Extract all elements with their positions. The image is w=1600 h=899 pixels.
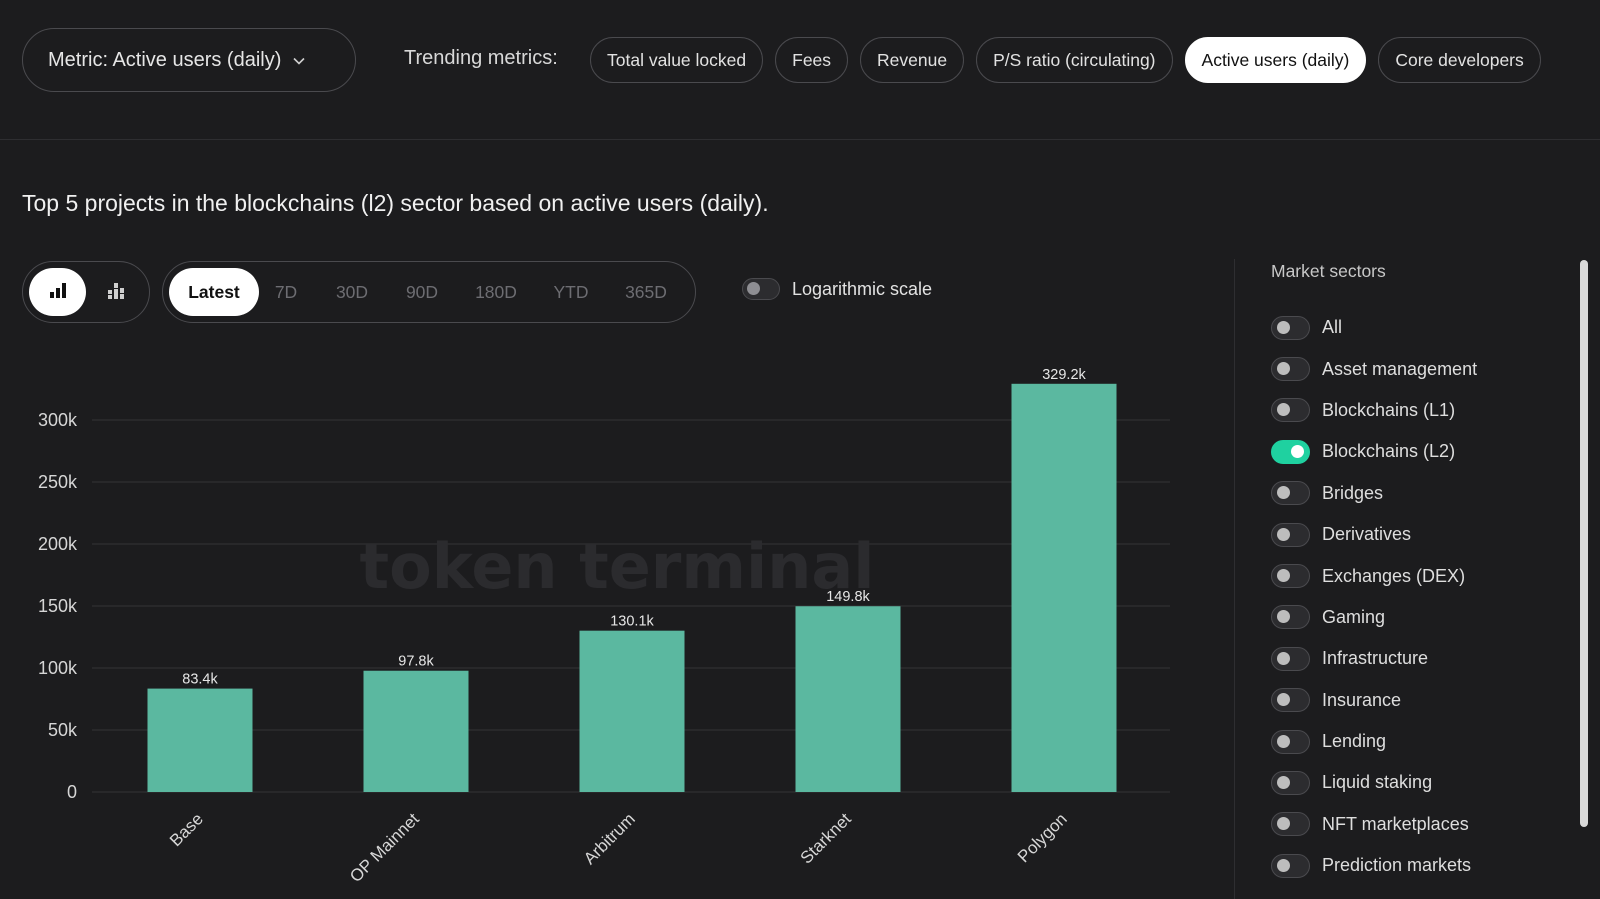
metric-select[interactable]: Metric: Active users (daily): [22, 28, 356, 92]
sector-label: Lending: [1322, 731, 1387, 752]
sector-label: Liquid staking: [1322, 772, 1433, 793]
stacked-bar-chart-button[interactable]: [87, 268, 144, 316]
range-365d[interactable]: 365D: [625, 281, 667, 302]
sector-label: Blockchains (L2): [1322, 441, 1456, 462]
sector-item-prediction-markets[interactable]: Prediction markets: [1271, 845, 1477, 886]
range-7d[interactable]: 7D: [274, 281, 298, 302]
sector-toggle-all[interactable]: [1271, 315, 1310, 340]
sector-toggle-prediction-markets[interactable]: [1271, 853, 1310, 878]
y-tick-label: 250k: [38, 472, 78, 492]
sector-item-blockchains-l1[interactable]: Blockchains (L1): [1271, 390, 1477, 431]
sector-label: Gaming: [1322, 606, 1386, 627]
range-latest[interactable]: Latest: [169, 268, 259, 316]
trending-pill-total-value-locked[interactable]: Total value locked: [590, 37, 764, 83]
bar-value-label: 130.1k: [610, 614, 654, 630]
range-30d[interactable]: 30D: [335, 281, 369, 302]
trending-metrics-label: Trending metrics:: [404, 47, 558, 69]
bar-chart-icon: [49, 282, 67, 303]
sector-toggle-lending[interactable]: [1271, 729, 1310, 754]
market-sectors-panel: Market sectors All Asset management Blockc…: [1234, 259, 1584, 899]
y-tick-label: 100k: [38, 658, 78, 678]
sector-item-asset-management[interactable]: Asset management: [1271, 348, 1477, 389]
stacked-bar-chart-icon: [107, 281, 125, 304]
sector-item-gaming[interactable]: Gaming: [1271, 597, 1477, 638]
sector-label: Prediction markets: [1322, 855, 1472, 876]
bar-value-label: 149.8k: [826, 589, 870, 605]
y-tick-label: 150k: [38, 596, 78, 616]
sector-item-blockchains-l2[interactable]: Blockchains (L2): [1271, 431, 1477, 472]
sector-toggle-liquid-staking[interactable]: [1271, 770, 1310, 795]
bar-value-label: 97.8k: [398, 654, 434, 670]
x-tick-label: OP Mainnet: [346, 809, 423, 886]
trending-pills: Total value locked Fees Revenue P/S rati…: [590, 37, 1541, 83]
log-scale-toggle[interactable]: Logarithmic scale: [742, 278, 932, 300]
sector-item-lending[interactable]: Lending: [1271, 721, 1477, 762]
y-tick-label: 50k: [48, 720, 78, 740]
sector-toggle-nft-marketplaces[interactable]: [1271, 812, 1310, 837]
bar: [147, 688, 253, 792]
sector-item-insurance[interactable]: Insurance: [1271, 680, 1477, 721]
trending-pill-fees[interactable]: Fees: [775, 37, 849, 83]
x-tick-label: Starknet: [797, 809, 855, 867]
sector-toggle-insurance[interactable]: [1271, 688, 1310, 713]
sector-label: Infrastructure: [1322, 648, 1429, 669]
bar: [795, 606, 901, 792]
x-tick-label: Base: [166, 809, 207, 850]
sector-label: Exchanges (DEX): [1322, 565, 1466, 586]
sector-list: All Asset management Blockchains (L1) Block…: [1271, 307, 1477, 886]
page-headline: Top 5 projects in the blockchains (l2) s…: [22, 190, 769, 216]
sector-item-liquid-staking[interactable]: Liquid staking: [1271, 762, 1477, 803]
sector-label: NFT marketplaces: [1322, 813, 1469, 834]
sector-item-exchanges-dex[interactable]: Exchanges (DEX): [1271, 555, 1477, 596]
sector-label: Derivatives: [1322, 524, 1412, 545]
sector-item-infrastructure[interactable]: Infrastructure: [1271, 638, 1477, 679]
trending-pill-core-developers[interactable]: Core developers: [1378, 37, 1541, 83]
sidebar-scrollbar[interactable]: [1580, 260, 1588, 827]
sector-toggle-asset-management[interactable]: [1271, 357, 1310, 382]
bar-chart-button[interactable]: [29, 268, 86, 316]
x-tick-label: Polygon: [1014, 809, 1071, 866]
sector-toggle-infrastructure[interactable]: [1271, 646, 1310, 671]
sector-label: Blockchains (L1): [1322, 399, 1456, 420]
top-bar: Metric: Active users (daily) Trending me…: [0, 0, 1600, 140]
log-scale-switch[interactable]: [742, 278, 780, 300]
sector-toggle-gaming[interactable]: [1271, 605, 1310, 630]
y-tick-label: 300k: [38, 410, 78, 430]
sector-toggle-blockchains-l2[interactable]: [1271, 439, 1310, 464]
range-ytd[interactable]: YTD: [553, 281, 589, 302]
bar: [579, 630, 685, 792]
chevron-down-icon: [293, 53, 305, 68]
log-scale-label: Logarithmic scale: [792, 278, 933, 299]
sector-item-bridges[interactable]: Bridges: [1271, 473, 1477, 514]
time-range-selector: Latest 7D 30D 90D 180D YTD 365D: [162, 261, 696, 323]
sector-toggle-bridges[interactable]: [1271, 481, 1310, 506]
trending-pill-revenue[interactable]: Revenue: [860, 37, 965, 83]
bar-chart: 0 50k 100k 150k 200k 250k 300k token terminal 83…: [38, 367, 1170, 886]
sector-label: Bridges: [1322, 482, 1384, 503]
range-180d[interactable]: 180D: [475, 281, 517, 302]
sector-label: Insurance: [1322, 689, 1402, 710]
watermark-logo: token terminal: [360, 530, 875, 603]
sector-toggle-derivatives[interactable]: [1271, 522, 1310, 547]
bar: [1011, 383, 1117, 792]
bar: [363, 670, 469, 792]
bar-value-label: 329.2k: [1042, 367, 1086, 383]
sector-item-nft-marketplaces[interactable]: NFT marketplaces: [1271, 804, 1477, 845]
metric-select-label: Metric: Active users (daily): [48, 48, 282, 71]
sector-label: All: [1322, 317, 1343, 338]
chart-type-toggle: [22, 261, 150, 323]
sector-item-all[interactable]: All: [1271, 307, 1477, 348]
sector-toggle-blockchains-l1[interactable]: [1271, 398, 1310, 423]
trending-pill-active-users[interactable]: Active users (daily): [1184, 37, 1367, 83]
bar-value-label: 83.4k: [182, 672, 218, 688]
range-90d[interactable]: 90D: [405, 281, 439, 302]
sector-label: Asset management: [1322, 358, 1478, 379]
sector-item-derivatives[interactable]: Derivatives: [1271, 514, 1477, 555]
market-sectors-title: Market sectors: [1271, 261, 1386, 281]
y-tick-label: 0: [67, 782, 77, 802]
trending-pill-ps-ratio[interactable]: P/S ratio (circulating): [976, 37, 1173, 83]
y-tick-label: 200k: [38, 534, 78, 554]
x-tick-label: Arbitrum: [580, 809, 639, 868]
sector-toggle-exchanges-dex[interactable]: [1271, 564, 1310, 589]
